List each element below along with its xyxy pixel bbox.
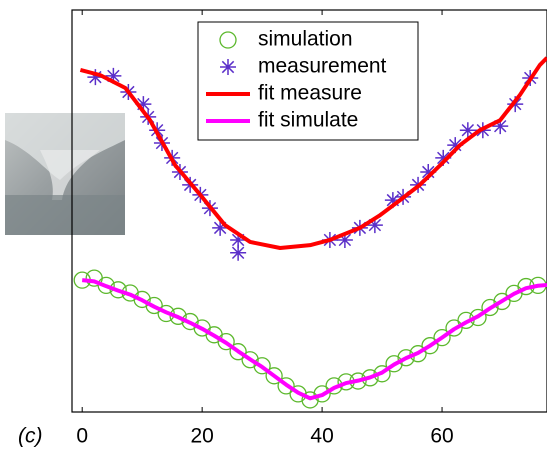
panel-label: (c)	[18, 425, 43, 448]
measure-point	[230, 231, 247, 248]
measure-point	[212, 219, 229, 236]
measure-point	[447, 137, 464, 154]
sim-point	[265, 367, 283, 385]
sim-point	[385, 355, 403, 373]
sim-point	[409, 345, 427, 363]
plot-frame	[71, 9, 547, 413]
x-tick-label: 60	[430, 425, 453, 448]
legend-symbol	[220, 59, 236, 75]
sim-point	[169, 307, 187, 325]
sim-point	[217, 332, 235, 351]
x-tick-label: 0	[76, 425, 88, 448]
sim-point	[133, 290, 151, 309]
measure-point	[336, 231, 353, 248]
x-tick-label: 40	[310, 425, 333, 448]
legend-label: fit simulate	[258, 109, 358, 132]
measure-point	[492, 118, 509, 135]
legend-label: measurement	[258, 55, 387, 78]
inset-image	[5, 113, 125, 235]
sim-point	[481, 298, 499, 317]
sim-point	[301, 391, 319, 409]
sim-point	[241, 351, 259, 369]
sim-point	[493, 292, 511, 311]
measure-point	[135, 96, 152, 113]
fit-line	[79, 56, 547, 250]
measure-point	[459, 122, 476, 139]
sim-point	[421, 337, 439, 355]
sim-point	[277, 377, 295, 395]
sim-point	[469, 308, 487, 327]
sim-point	[289, 385, 307, 403]
measure-point	[87, 69, 104, 86]
measure-point	[105, 67, 122, 84]
sim-point	[433, 328, 451, 347]
measure-point	[366, 217, 383, 234]
measure-point	[384, 192, 401, 209]
legend-symbol	[219, 31, 237, 49]
measure-point	[230, 244, 247, 261]
sim-point	[97, 276, 115, 295]
sim-point	[229, 343, 247, 361]
sim-point	[313, 385, 331, 403]
measure-point	[420, 164, 437, 181]
legend-label: fit measure	[258, 82, 362, 105]
fit-line	[81, 278, 547, 401]
sim-point	[397, 349, 415, 367]
measure-point	[435, 149, 452, 166]
legend-label: simulation	[258, 28, 353, 51]
sim-point	[109, 281, 127, 299]
x-tick-label: 20	[190, 425, 213, 448]
sim-point	[253, 357, 271, 375]
sim-point	[145, 296, 163, 315]
